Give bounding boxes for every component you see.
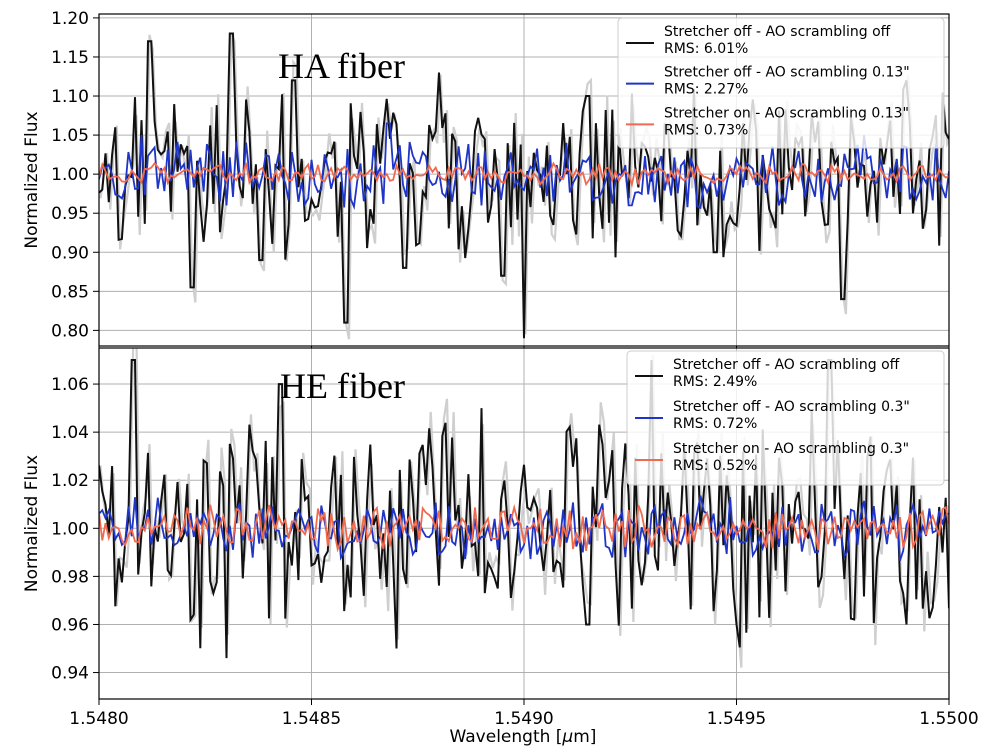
x-tick-label: 1.5485 bbox=[282, 709, 341, 729]
y-tick-label: 0.96 bbox=[51, 615, 89, 635]
legend-entry-rms: RMS: 2.49% bbox=[673, 374, 757, 390]
y-tick-label: 0.85 bbox=[51, 282, 89, 302]
panel-label: HE fiber bbox=[280, 366, 405, 406]
series-line-3 bbox=[99, 161, 949, 189]
legend-entry-rms: RMS: 2.27% bbox=[664, 82, 748, 98]
y-tick-label: 0.80 bbox=[51, 321, 89, 341]
y-tick-label: 0.90 bbox=[51, 243, 89, 263]
series-group bbox=[99, 348, 949, 668]
legend-entry-rms: RMS: 0.73% bbox=[664, 122, 748, 138]
legend-entry-rms: RMS: 0.52% bbox=[673, 458, 757, 474]
y-tick-label: 0.98 bbox=[51, 567, 89, 587]
y-axis-title: Normalized Flux bbox=[22, 111, 42, 248]
legend-entry-rms: RMS: 0.72% bbox=[673, 416, 757, 432]
y-tick-label: 1.10 bbox=[51, 87, 89, 107]
legend-box bbox=[626, 350, 945, 486]
legend-entry-label: Stretcher off - AO scrambling off bbox=[673, 357, 900, 373]
x-tick-label: 1.5495 bbox=[707, 709, 766, 729]
legend-entry-label: Stretcher on - AO scrambling 0.13" bbox=[664, 105, 909, 121]
series-line-3 bbox=[99, 503, 949, 553]
y-axis-title: Normalized Flux bbox=[22, 455, 42, 592]
legend-box bbox=[617, 17, 945, 149]
legend-entry-label: Stretcher on - AO scrambling 0.3" bbox=[673, 441, 909, 457]
series-group bbox=[99, 32, 949, 340]
legend-entry-label: Stretcher off - AO scrambling 0.3" bbox=[673, 399, 910, 415]
y-tick-label: 1.00 bbox=[51, 165, 89, 185]
panel-he: 0.94 0.96 0.98 1.00 1.02 1.04 1.06 1.5480 1.5485… bbox=[22, 347, 979, 729]
panel-label: HA fiber bbox=[278, 46, 405, 86]
y-tick-label: 0.94 bbox=[51, 664, 89, 684]
x-tick-label: 1.5490 bbox=[494, 709, 553, 729]
x-tick-label: 1.5500 bbox=[919, 709, 978, 729]
y-tick-label: 0.95 bbox=[51, 204, 89, 224]
series-line-2 bbox=[99, 122, 949, 211]
x-axis-title: Wavelength [μm] bbox=[450, 727, 597, 747]
panel-ha: 0.80 0.85 0.90 0.95 1.00 1.05 1.10 1.15 1.20 Norm… bbox=[22, 9, 950, 352]
y-tick-label: 1.06 bbox=[51, 375, 89, 395]
y-tick-label: 1.02 bbox=[51, 471, 89, 491]
legend-entry-label: Stretcher off - AO scrambling off bbox=[664, 24, 891, 40]
y-tick-label: 1.04 bbox=[51, 423, 89, 443]
y-tick-label: 1.20 bbox=[51, 9, 89, 29]
series-line-1 bbox=[99, 32, 949, 339]
y-tick-label: 1.05 bbox=[51, 126, 89, 146]
y-tick-label: 1.00 bbox=[51, 519, 89, 539]
legend-entry-rms: RMS: 6.01% bbox=[664, 41, 748, 57]
y-tick-label: 1.15 bbox=[51, 48, 89, 68]
x-tick-label: 1.5480 bbox=[69, 709, 128, 729]
legend-entry-label: Stretcher off - AO scrambling 0.13" bbox=[664, 65, 910, 81]
